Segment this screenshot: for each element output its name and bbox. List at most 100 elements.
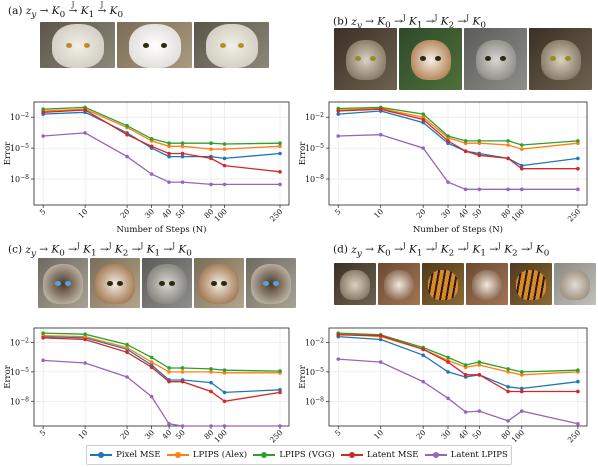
data-point [336, 357, 341, 361]
x-tick-label: 100 [212, 207, 229, 224]
cat-photo [554, 263, 596, 305]
legend-label: Latent MSE [367, 450, 419, 460]
x-tick-label: 50 [174, 207, 187, 220]
tiger-photo [422, 263, 464, 305]
data-point [222, 156, 227, 161]
data-point [180, 370, 185, 374]
legend: Pixel MSE LPIPS (Alex) LPIPS (VGG) Laten… [86, 445, 512, 465]
data-point [278, 182, 282, 187]
data-point [506, 419, 510, 423]
data-point [463, 149, 468, 154]
data-point [180, 154, 185, 159]
data-point [83, 361, 87, 365]
panel-c-title: (c) zy → K0 →J K1 →J K2 →J K1 →J K0 [8, 242, 192, 259]
data-point [167, 154, 171, 159]
data-point [125, 350, 129, 355]
x-tick-label: 20 [414, 207, 427, 220]
data-point [506, 156, 510, 161]
plot-frame [328, 327, 588, 427]
series-line [43, 334, 280, 374]
data-point [477, 187, 482, 192]
data-point [463, 373, 468, 377]
legend-item-latent-lpips: Latent LPIPS [424, 450, 508, 460]
data-point [222, 424, 227, 428]
data-point [125, 132, 129, 137]
x-tick-label: 50 [471, 207, 484, 220]
y-axis-label: Error [3, 364, 13, 388]
x-axis-label: Number of Steps (N) [413, 224, 503, 235]
data-point [421, 347, 425, 352]
series-line [43, 335, 281, 394]
x-tick-label: 250 [268, 207, 285, 224]
data-point [222, 399, 227, 404]
data-point [180, 151, 185, 156]
data-point [576, 166, 580, 171]
data-point [421, 120, 425, 125]
y-tick-label: 10−2 [305, 337, 324, 347]
panel-a-title: (a) zy → K0 → J K1 → J K0 [8, 1, 124, 21]
data-point [446, 355, 450, 360]
data-point [336, 333, 341, 337]
data-point [477, 139, 482, 143]
data-point [149, 137, 154, 141]
data-point [519, 163, 524, 168]
x-tick-label: 50 [174, 428, 187, 441]
data-point [209, 380, 213, 385]
data-point [125, 342, 129, 347]
data-point [463, 139, 468, 143]
data-point [125, 154, 129, 159]
x-tick-label: 30 [439, 428, 452, 441]
data-point [506, 385, 510, 389]
x-tick-label: 40 [160, 428, 173, 441]
legend-item-lpips-vgg: LPIPS (VGG) [253, 450, 335, 460]
panel-b-images [334, 28, 592, 90]
data-point [41, 134, 45, 138]
data-point [149, 144, 154, 149]
data-point [278, 141, 282, 145]
data-point [477, 360, 482, 364]
data-point [278, 424, 282, 428]
data-point [378, 360, 383, 364]
data-point [278, 390, 282, 395]
legend-item-latent-mse: Latent MSE [341, 450, 419, 460]
data-point [167, 141, 171, 145]
data-point [463, 363, 468, 367]
data-point [421, 117, 425, 122]
panel-c-images [38, 258, 296, 308]
legend-swatch [424, 452, 447, 458]
x-tick-label: 20 [118, 428, 131, 441]
x-tick-label: 250 [566, 207, 583, 224]
plot-frame [33, 327, 290, 427]
series-line [338, 106, 578, 146]
data-point [378, 337, 383, 342]
data-point [180, 379, 185, 384]
x-tick-label: 40 [457, 428, 470, 441]
x-tick-label: 250 [268, 428, 285, 445]
data-point [209, 424, 213, 428]
data-point [222, 368, 227, 372]
data-point [83, 131, 87, 135]
data-point [576, 379, 580, 384]
data-point [278, 387, 282, 392]
data-point [167, 422, 171, 426]
data-point [519, 187, 524, 192]
data-point [446, 139, 450, 143]
white-cat-photo [40, 22, 115, 68]
data-point [222, 371, 227, 375]
data-point [519, 166, 524, 171]
series-line [338, 334, 578, 393]
x-tick-label: 10 [372, 428, 385, 441]
data-point [180, 366, 185, 370]
y-tick-label: 10−5 [10, 143, 29, 153]
legend-item-pixel-mse: Pixel MSE [90, 450, 161, 460]
data-point [125, 375, 129, 379]
data-point [378, 132, 383, 137]
data-point [167, 366, 171, 370]
legend-swatch [253, 452, 276, 458]
data-point [278, 369, 282, 373]
siamese-cat-photo [246, 258, 296, 308]
data-point [378, 333, 383, 338]
x-tick-label: 10 [76, 428, 89, 441]
legend-swatch [90, 452, 113, 458]
